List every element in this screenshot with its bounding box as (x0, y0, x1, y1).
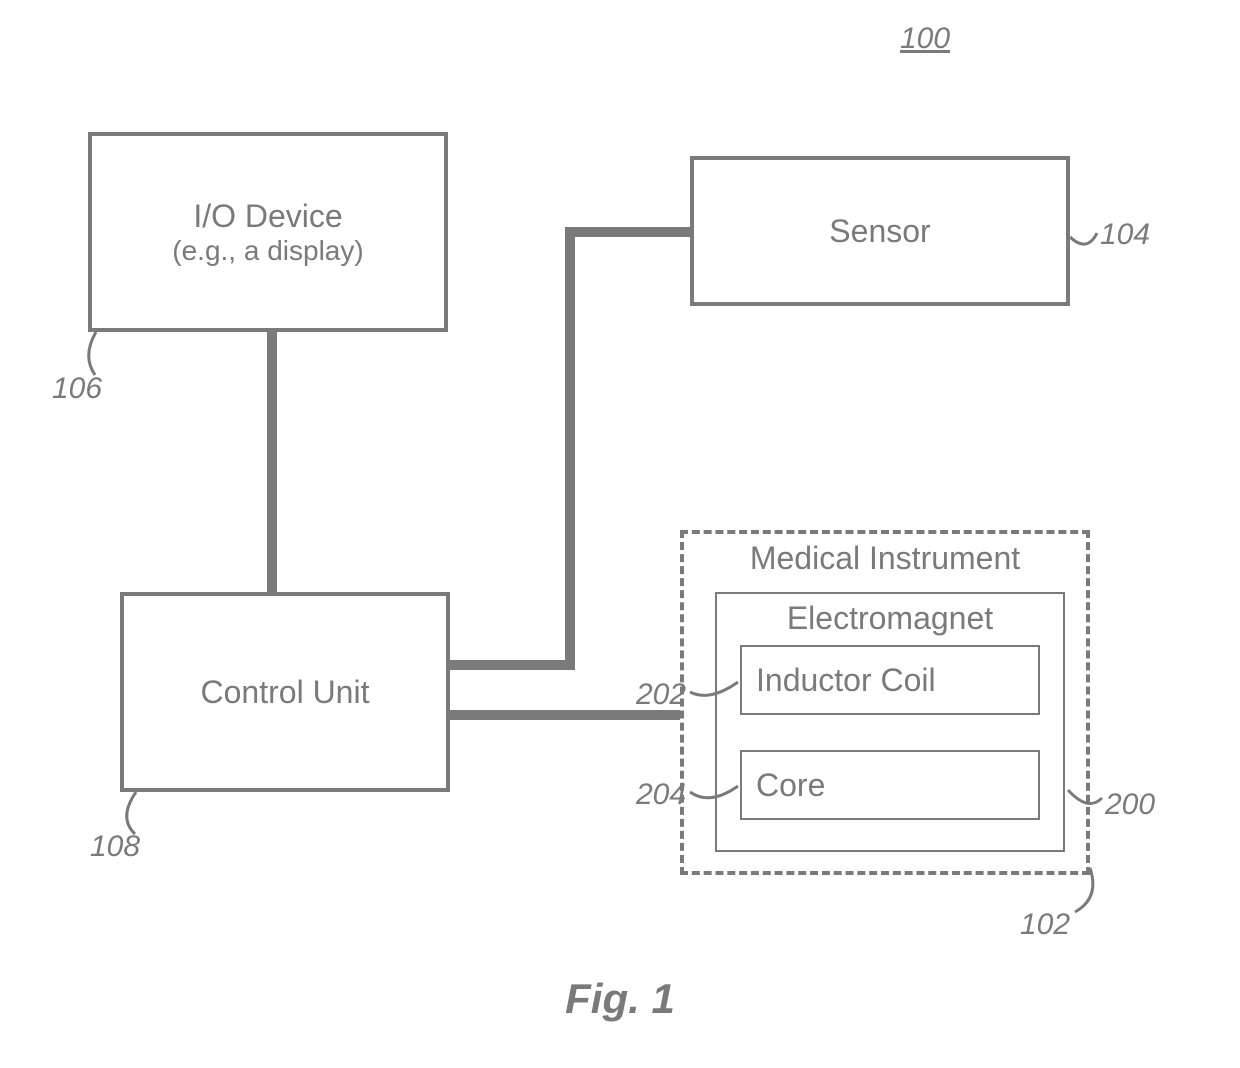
electromagnet-label: Electromagnet (715, 600, 1065, 637)
diagram-stage: I/O Device (e.g., a display) Sensor Cont… (0, 0, 1240, 1068)
lead-line-202 (684, 676, 744, 708)
ref-label-104: 104 (1100, 218, 1150, 252)
connector-control-to-sensor-seg3 (565, 227, 690, 237)
connector-control-to-sensor-seg1 (450, 660, 575, 670)
lead-line-108 (112, 786, 142, 840)
lead-line-204 (684, 780, 744, 812)
inductor-coil-label: Inductor Coil (742, 662, 1038, 699)
block-control-unit: Control Unit (120, 592, 450, 792)
connector-io-to-control (267, 332, 277, 592)
ref-label-102: 102 (1020, 908, 1070, 942)
ref-label-204: 204 (636, 778, 686, 812)
ref-label-100: 100 (900, 22, 950, 56)
figure-caption: Fig. 1 (0, 975, 1240, 1023)
lead-line-200 (1062, 784, 1108, 818)
io-device-label-line2: (e.g., a display) (172, 235, 363, 267)
lead-line-104 (1064, 227, 1103, 259)
lead-line-102 (1069, 862, 1106, 918)
control-unit-label: Control Unit (201, 674, 370, 711)
connector-control-to-sensor-seg2 (565, 227, 575, 670)
block-io-device: I/O Device (e.g., a display) (88, 132, 448, 332)
sensor-label: Sensor (829, 213, 930, 250)
ref-label-202: 202 (636, 678, 686, 712)
medical-instrument-label: Medical Instrument (680, 540, 1090, 577)
lead-line-106 (76, 326, 102, 381)
ref-label-200: 200 (1105, 788, 1155, 822)
io-device-label-line1: I/O Device (193, 198, 342, 235)
core-label: Core (742, 767, 1038, 804)
block-core: Core (740, 750, 1040, 820)
block-inductor-coil: Inductor Coil (740, 645, 1040, 715)
block-sensor: Sensor (690, 156, 1070, 306)
